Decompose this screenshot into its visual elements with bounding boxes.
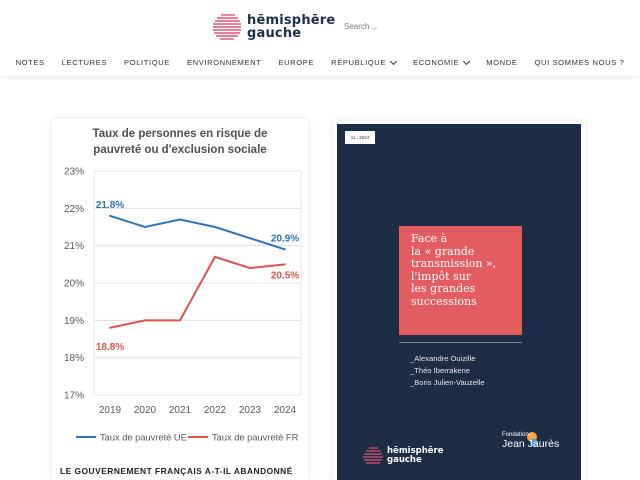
y-tick-label: 19% xyxy=(64,316,84,327)
data-point xyxy=(284,248,286,251)
data-label: 20.5% xyxy=(271,270,299,281)
cover-title: Face à la « grande transmission », l'impôt … xyxy=(411,232,517,309)
data-point xyxy=(109,214,111,217)
foundation-line-1: Fondation xyxy=(502,432,529,438)
nav-item-république[interactable]: RÉPUBLIQUE xyxy=(323,57,405,67)
cover-title-line: transmission », xyxy=(411,257,497,271)
logo-line-2: gauche xyxy=(247,26,302,41)
chart-title-line: pauvreté ou d'exclusion sociale xyxy=(93,144,266,156)
data-point xyxy=(249,237,251,240)
foundation-logo: Fondation Jean Jaurès xyxy=(502,432,559,450)
chevron-down-icon xyxy=(463,57,471,65)
data-label: 20.9% xyxy=(271,233,299,244)
nav-item-economie[interactable]: ECONOMIE xyxy=(405,57,478,67)
cover-title-box xyxy=(399,226,522,335)
cover-logo-line-1: hēmisphēre xyxy=(387,446,444,456)
nav-item-label: ECONOMIE xyxy=(413,58,460,67)
nav-item-label: NOTES xyxy=(15,58,45,67)
cover-author: _Alexandre Ouizille xyxy=(410,354,476,363)
y-tick-label: 18% xyxy=(64,353,84,364)
article-title[interactable]: LE GOUVERNEMENT FRANÇAIS A-T-IL ABANDONN… xyxy=(60,466,293,476)
cover-title-line: la « grande xyxy=(411,244,475,258)
data-point xyxy=(144,319,146,322)
cover-logo: hēmisphēre gauche xyxy=(362,446,444,466)
cover-title-line: Face à xyxy=(411,232,448,245)
data-point xyxy=(284,263,286,266)
x-tick-label: 2020 xyxy=(134,405,157,416)
logo-stripes-icon xyxy=(213,14,241,40)
nav-item-label: LECTURES xyxy=(61,58,108,67)
cover-author: _Boris Julien-Vauzelle xyxy=(410,378,485,387)
data-point xyxy=(249,267,251,269)
nav-item-label: MONDE xyxy=(486,58,518,67)
series-line-1 xyxy=(109,214,286,251)
data-point xyxy=(214,226,216,228)
data-label: 18.8% xyxy=(96,342,124,353)
cover-title-line: les grandes xyxy=(411,282,476,296)
foundation-line-2: Jean Jaurès xyxy=(502,438,560,450)
main-nav: NOTES LECTURES POLITIQUE ENVIRONNEMENT EUROP… xyxy=(0,57,640,67)
data-point xyxy=(109,326,111,329)
logo-wordmark: hēmisphēre gauche xyxy=(247,14,335,40)
legend-label: Taux de pauvreté UE xyxy=(100,433,187,443)
chart-card: Taux de personnes en risque de pauvreté o… xyxy=(52,119,308,480)
foundation-flame-icon xyxy=(527,432,538,447)
nav-item-label: QUI SOMMES NOUS ? xyxy=(534,58,625,67)
x-tick-label: 2021 xyxy=(169,405,192,416)
cover-title-line: l'impôt sur xyxy=(411,269,472,283)
y-tick-label: 23% xyxy=(64,167,84,178)
nav-item-lectures[interactable]: LECTURES xyxy=(53,58,115,67)
cover-divider xyxy=(399,342,522,343)
x-tick-label: 2022 xyxy=(204,405,227,416)
chart-title-line: Taux de personnes en risque de xyxy=(93,128,268,140)
poverty-line-chart: Taux de personnes en risque de pauvreté o… xyxy=(64,128,302,443)
data-label: 21.8% xyxy=(96,200,124,211)
series-line-2 xyxy=(109,255,286,329)
search-input[interactable]: Search ... xyxy=(344,22,379,31)
cover-date-badge: 11 . 2024 xyxy=(345,131,375,144)
nav-item-notes[interactable]: NOTES xyxy=(7,58,53,67)
legend-label: Taux de pauvreté FR xyxy=(212,433,299,443)
x-tick-label: 2019 xyxy=(99,405,122,416)
cover-title-line: successions xyxy=(411,294,477,308)
logo-line-1: hēmisphēre xyxy=(247,13,336,28)
nav-item-label: ENVIRONNEMENT xyxy=(186,58,262,67)
nav-item-environnement[interactable]: ENVIRONNEMENT xyxy=(178,58,269,67)
cover-logo-line-2: gauche xyxy=(387,455,422,465)
nav-item-label: POLITIQUE xyxy=(124,58,170,67)
nav-item-label: EUROPE xyxy=(278,58,315,67)
nav-item-monde[interactable]: MONDE xyxy=(478,58,526,67)
cover-author: _Théo Iberrakene xyxy=(410,366,470,375)
y-tick-label: 17% xyxy=(64,391,84,402)
nav-item-europe[interactable]: EUROPE xyxy=(270,58,323,67)
logo-stripes-icon xyxy=(363,447,383,464)
x-tick-label: 2023 xyxy=(239,405,262,416)
nav-item-politique[interactable]: POLITIQUE xyxy=(116,58,179,67)
chevron-down-icon xyxy=(390,57,398,65)
data-point xyxy=(179,218,181,221)
x-tick-label: 2024 xyxy=(274,405,297,416)
y-tick-label: 20% xyxy=(64,279,84,290)
nav-item-qui-sommes-nous[interactable]: QUI SOMMES NOUS ? xyxy=(526,58,633,67)
cover-authors: _Alexandre Ouizille _Théo Iberrakene _Bori… xyxy=(410,353,485,389)
data-point xyxy=(179,319,181,322)
data-point xyxy=(144,226,146,228)
site-header: hēmisphēre gauche Search ... NOTES LECTUR… xyxy=(0,0,640,76)
data-point xyxy=(214,255,216,258)
y-tick-label: 22% xyxy=(64,204,84,215)
y-tick-label: 21% xyxy=(64,241,84,252)
nav-item-label: RÉPUBLIQUE xyxy=(331,58,387,67)
site-logo[interactable]: hēmisphēre gauche xyxy=(211,12,335,42)
